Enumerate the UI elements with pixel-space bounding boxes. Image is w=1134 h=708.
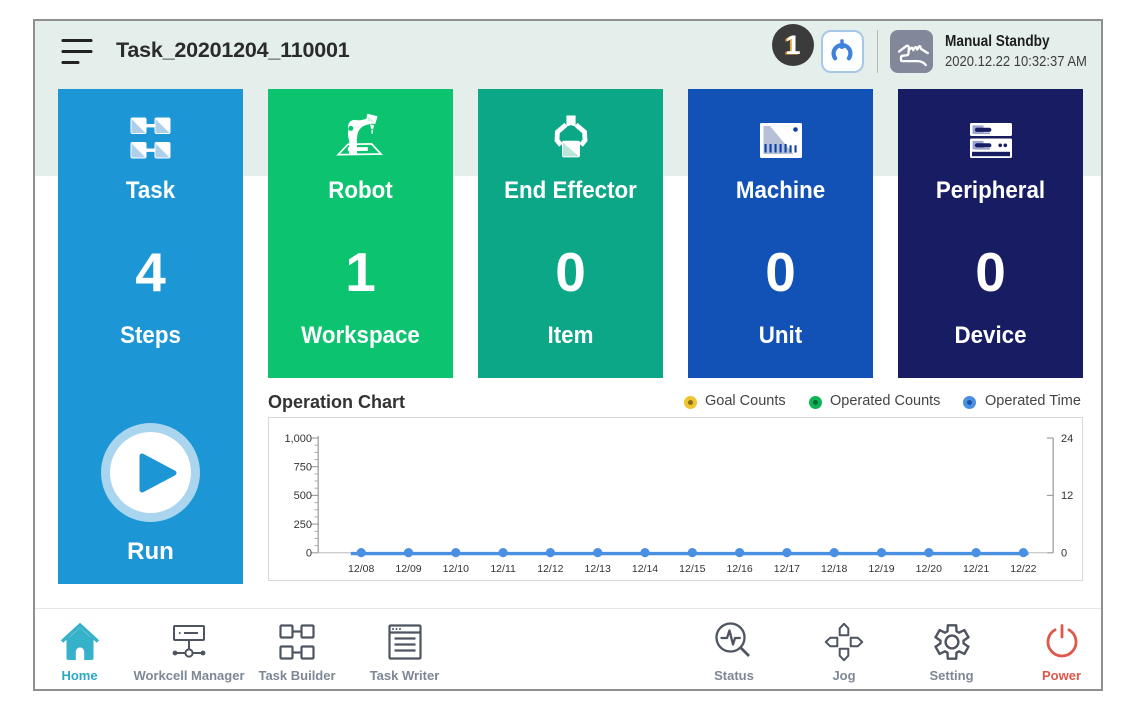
svg-text:12/21: 12/21 [963, 563, 989, 575]
svg-text:12/18: 12/18 [821, 563, 847, 575]
svg-text:12/11: 12/11 [490, 563, 516, 575]
svg-text:12/14: 12/14 [632, 563, 658, 575]
svg-text:1,000: 1,000 [284, 433, 312, 445]
svg-text:12: 12 [1061, 490, 1073, 502]
svg-text:12/09: 12/09 [395, 563, 421, 575]
svg-text:12/12: 12/12 [537, 563, 563, 575]
svg-text:500: 500 [294, 490, 312, 502]
svg-text:750: 750 [294, 462, 312, 474]
svg-text:12/15: 12/15 [679, 563, 705, 575]
svg-text:24: 24 [1061, 433, 1073, 445]
svg-text:0: 0 [306, 548, 312, 560]
svg-text:12/08: 12/08 [348, 563, 374, 575]
svg-text:12/17: 12/17 [774, 563, 800, 575]
svg-text:12/22: 12/22 [1010, 563, 1036, 575]
svg-text:12/10: 12/10 [443, 563, 469, 575]
svg-text:12/16: 12/16 [726, 563, 752, 575]
svg-text:12/19: 12/19 [868, 563, 894, 575]
svg-text:0: 0 [1061, 548, 1067, 560]
svg-text:12/20: 12/20 [916, 563, 942, 575]
svg-text:12/13: 12/13 [585, 563, 611, 575]
svg-text:250: 250 [294, 519, 312, 531]
